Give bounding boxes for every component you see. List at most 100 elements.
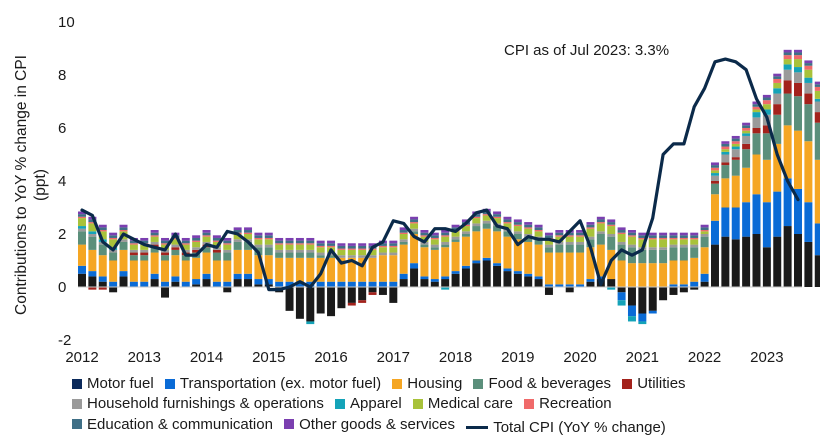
- bar-segment: [212, 281, 221, 287]
- bar-segment: [223, 287, 232, 293]
- bar-segment: [503, 268, 512, 272]
- bar-segment: [794, 52, 802, 56]
- bar-segment: [814, 101, 820, 113]
- bar-segment: [264, 255, 273, 280]
- bar-segment: [648, 237, 657, 240]
- y-tick-label: -2: [58, 332, 71, 349]
- bar-segment: [223, 252, 232, 261]
- bar-segment: [358, 249, 367, 256]
- bar-segment: [742, 135, 751, 144]
- bar-segment: [669, 237, 678, 240]
- bar-segment: [762, 202, 771, 248]
- bar-segment: [596, 276, 605, 280]
- bar-segment: [783, 55, 792, 60]
- bar-segment: [150, 252, 159, 274]
- bar-segment: [742, 130, 751, 134]
- bar-segment: [316, 252, 325, 256]
- bar-segment: [721, 154, 730, 163]
- bar-segment: [358, 281, 367, 287]
- bar-segment: [700, 230, 709, 232]
- bar-segment: [368, 255, 377, 258]
- bar-segment: [337, 245, 346, 249]
- legend-label: Recreation: [539, 395, 612, 413]
- bar-segment: [638, 237, 647, 240]
- bar-segment: [212, 235, 221, 238]
- bar-segment: [306, 244, 315, 250]
- bar-segment: [140, 281, 149, 287]
- bar-segment: [202, 252, 211, 274]
- legend-swatch: [72, 399, 82, 409]
- bar-segment: [493, 218, 502, 224]
- bar-segment: [742, 167, 751, 203]
- bar-segment: [129, 255, 138, 261]
- bar-segment: [617, 287, 626, 293]
- bar-segment: [212, 252, 221, 261]
- bar-segment: [627, 287, 636, 306]
- bar-segment: [337, 255, 346, 258]
- bar-segment: [524, 222, 533, 225]
- bar-segment: [441, 241, 450, 245]
- bar-segment: [524, 224, 533, 228]
- bar-segment: [202, 279, 211, 287]
- bar-segment: [399, 232, 408, 234]
- bar-segment: [451, 241, 460, 272]
- bar-segment: [389, 281, 398, 287]
- stacked-bars: [78, 49, 820, 325]
- bar-segment: [669, 235, 678, 238]
- bar-segment: [731, 146, 740, 150]
- bar-segment: [212, 240, 221, 242]
- bar-segment: [285, 237, 294, 241]
- bar-segment: [659, 239, 668, 248]
- bar-segment: [524, 241, 533, 274]
- bar-segment: [109, 232, 118, 236]
- bar-segment: [430, 244, 439, 248]
- bar-segment: [711, 175, 719, 181]
- bar-segment: [596, 244, 605, 277]
- bar-segment: [420, 244, 429, 248]
- bar-segment: [327, 255, 336, 258]
- bar-segment: [254, 279, 263, 285]
- bar-segment: [482, 223, 491, 229]
- x-axis-ticks: 2012 2013 2014 2015 2016 2017 2018 2019 2020 2021…: [65, 349, 783, 366]
- bar-segment: [285, 240, 294, 244]
- bar-segment: [295, 243, 304, 245]
- bar-segment: [565, 284, 574, 287]
- bar-segment: [254, 237, 263, 240]
- bar-segment: [233, 279, 242, 287]
- bar-segment: [472, 214, 481, 217]
- bar-segment: [794, 82, 802, 97]
- legend-item-total-cpi: Total CPI (YoY % change): [466, 418, 666, 438]
- bar-segment: [171, 281, 180, 287]
- bar-segment: [576, 244, 585, 253]
- bar-segment: [399, 279, 408, 287]
- bar-segment: [607, 224, 616, 227]
- bar-segment: [638, 263, 647, 287]
- bar-segment: [306, 281, 315, 287]
- bar-segment: [534, 230, 543, 232]
- bar-segment: [378, 245, 387, 248]
- bar-segment: [192, 249, 201, 253]
- bar-segment: [731, 149, 740, 158]
- bar-segment: [773, 143, 782, 192]
- bar-segment: [773, 114, 782, 144]
- bar-segment: [109, 252, 118, 261]
- bar-segment: [306, 287, 315, 322]
- bar-segment: [223, 281, 232, 287]
- bar-segment: [814, 84, 820, 87]
- bar-segment: [202, 247, 211, 253]
- legend-label: Utilities: [637, 375, 686, 392]
- legend-swatch: [72, 419, 82, 430]
- total-cpi-line-group: [80, 57, 800, 292]
- bar-segment: [347, 302, 356, 306]
- bar-segment: [555, 230, 564, 233]
- bar-segment: [161, 252, 170, 256]
- bar-segment: [192, 284, 201, 287]
- bar-segment: [679, 244, 688, 248]
- bar-segment: [451, 227, 460, 231]
- bar-segment: [461, 236, 470, 266]
- bar-segment: [544, 235, 553, 238]
- legend-label: Motor fuel: [87, 375, 154, 392]
- bar-segment: [503, 216, 512, 220]
- bar-segment: [461, 219, 470, 223]
- bar-segment: [451, 231, 460, 237]
